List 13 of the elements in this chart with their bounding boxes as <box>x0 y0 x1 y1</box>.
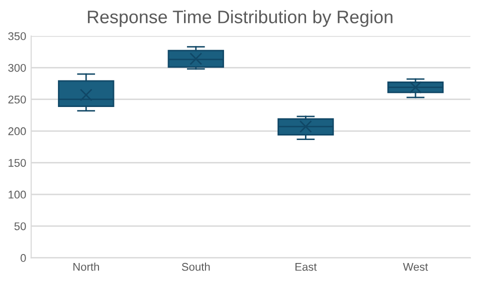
y-tick-label: 250 <box>8 96 26 104</box>
y-tick-label: 350 <box>8 32 26 40</box>
x-tick-label: North <box>73 262 99 271</box>
y-tick-label: 200 <box>8 127 26 136</box>
y-tick-label: 300 <box>8 64 26 72</box>
chart-title: Response Time Distribution by Region <box>88 10 392 27</box>
x-tick-label: South <box>182 262 210 271</box>
y-tick-label: 50 <box>14 222 26 230</box>
x-tick-label: West <box>402 263 428 271</box>
y-tick-label: 100 <box>8 190 26 199</box>
y-tick-label: 150 <box>8 158 26 167</box>
y-tick-label: 0 <box>20 254 26 262</box>
x-tick-label: East <box>295 263 317 271</box>
